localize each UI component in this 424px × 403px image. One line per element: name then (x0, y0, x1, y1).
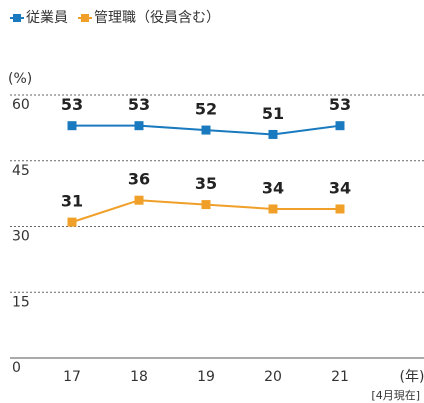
y-tick-label: 0 (12, 360, 21, 376)
y-tick-label: 45 (12, 163, 30, 179)
point (268, 204, 278, 214)
y-tick-label: 30 (12, 229, 30, 245)
point (134, 195, 144, 205)
value-label: 51 (262, 104, 284, 123)
value-label: 53 (329, 95, 351, 114)
legend-label: 管理職（役員含む） (94, 10, 220, 26)
point (268, 129, 278, 139)
value-label: 35 (195, 174, 217, 193)
point (67, 121, 77, 131)
value-label: 34 (329, 178, 351, 197)
x-axis-label: (年) (400, 369, 424, 385)
point (201, 125, 211, 135)
legend-label: 従業員 (26, 10, 68, 26)
annotation: [4月現在] (371, 389, 420, 402)
value-label: 53 (128, 95, 150, 114)
point (201, 200, 211, 210)
x-tick-label: 17 (63, 369, 81, 385)
value-label: 52 (195, 100, 217, 119)
point (335, 121, 345, 131)
point (335, 204, 345, 214)
value-label: 34 (262, 178, 284, 197)
value-label: 31 (61, 192, 83, 211)
value-label: 53 (61, 95, 83, 114)
y-tick-label: 60 (12, 97, 30, 113)
point (67, 217, 77, 227)
legend-marker (13, 14, 21, 22)
point (134, 121, 144, 131)
y-axis-label: (%) (8, 71, 32, 87)
legend-marker (81, 14, 89, 22)
y-tick-label: 15 (12, 294, 30, 310)
x-tick-label: 20 (264, 369, 282, 385)
value-label: 36 (128, 170, 150, 189)
x-tick-label: 19 (197, 369, 215, 385)
x-tick-label: 21 (331, 369, 349, 385)
x-tick-label: 18 (130, 369, 148, 385)
